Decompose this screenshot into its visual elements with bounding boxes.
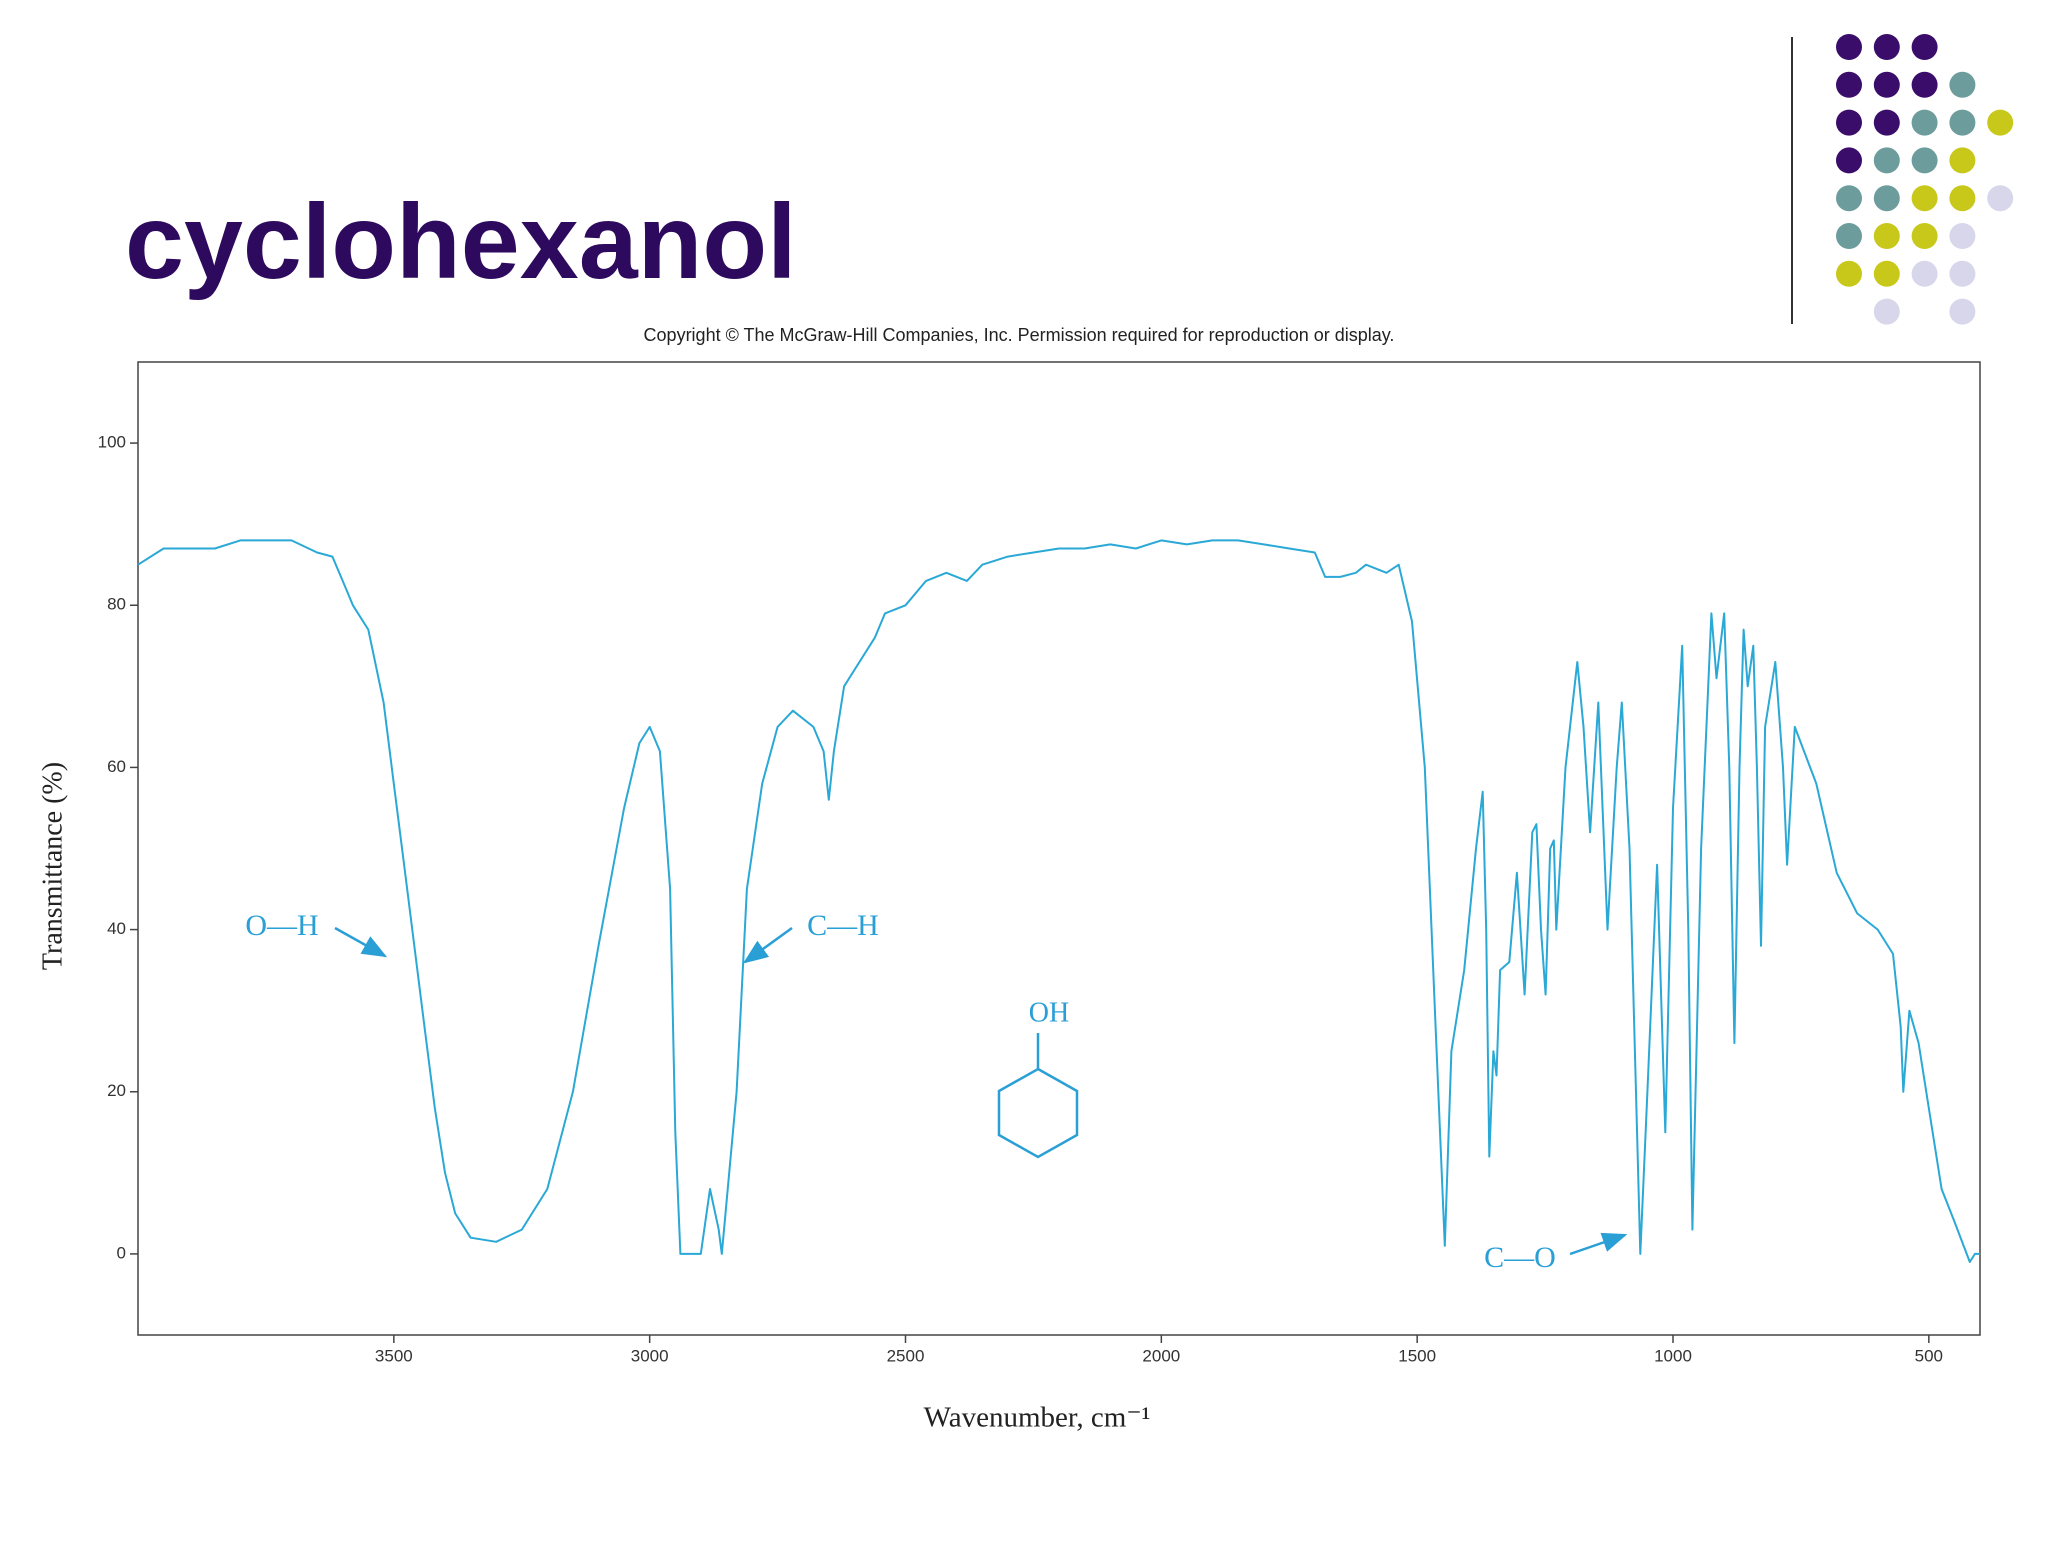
annotation: C—O	[1484, 1241, 1556, 1274]
dot	[1949, 147, 1976, 174]
dot	[1836, 71, 1862, 98]
dot	[1873, 185, 1900, 212]
y-tick-label: 0	[117, 1243, 126, 1262]
dot	[1836, 223, 1862, 249]
dot	[1873, 34, 1900, 60]
dot	[1873, 260, 1900, 287]
dot	[1911, 147, 1938, 174]
slide-title: cyclohexanol	[125, 183, 797, 301]
dot	[1911, 260, 1938, 287]
dot	[1911, 109, 1938, 136]
y-axis-label: Transmittance (%)	[37, 762, 68, 970]
annotation: O—H	[245, 909, 318, 942]
x-tick-label: 1000	[1654, 1346, 1692, 1365]
dot	[1949, 223, 1976, 249]
copyright: Copyright © The McGraw-Hill Companies, I…	[644, 325, 1395, 345]
dot	[1911, 223, 1938, 249]
x-tick-label: 2500	[887, 1346, 925, 1365]
decoration	[1836, 34, 2014, 325]
y-tick-label: 100	[98, 433, 126, 452]
dot	[1836, 260, 1862, 287]
y-tick-label: 20	[107, 1081, 126, 1100]
dot	[1836, 34, 1862, 60]
dot	[1911, 185, 1938, 212]
dot	[1873, 223, 1900, 249]
spectrum-line	[137, 539, 1980, 1263]
y-tick-label: 80	[107, 595, 126, 614]
x-tick-label: 500	[1915, 1346, 1943, 1365]
structure-label: OH	[1029, 997, 1069, 1028]
dot	[1873, 298, 1900, 325]
dot	[1987, 185, 2014, 212]
dot	[1949, 260, 1976, 287]
x-tick-label: 3500	[375, 1346, 413, 1365]
annotation-arrow	[334, 926, 388, 958]
dot	[1949, 71, 1976, 98]
x-tick-label: 1500	[1398, 1346, 1436, 1365]
structure	[997, 1033, 1079, 1159]
dot	[1987, 109, 2014, 136]
dot	[1873, 147, 1900, 174]
plot-frame	[137, 361, 1981, 1336]
dot	[1911, 71, 1938, 98]
x-axis-label: Wavenumber, cm⁻¹	[924, 1402, 1151, 1434]
annotation-arrow	[1569, 1232, 1628, 1256]
x-tick-label: 3000	[631, 1346, 669, 1365]
dot	[1949, 109, 1976, 136]
dot	[1836, 185, 1862, 212]
dot	[1949, 185, 1976, 212]
annotation: C—H	[807, 909, 879, 942]
dot	[1911, 34, 1938, 60]
annotation-arrow	[742, 926, 793, 964]
y-tick-label: 60	[107, 757, 126, 776]
y-tick-label: 40	[107, 919, 126, 938]
dot	[1836, 109, 1862, 136]
x-tick-label: 2000	[1142, 1346, 1180, 1365]
dot	[1873, 71, 1900, 98]
dot	[1873, 109, 1900, 136]
dot	[1949, 298, 1976, 325]
dot	[1836, 147, 1862, 174]
